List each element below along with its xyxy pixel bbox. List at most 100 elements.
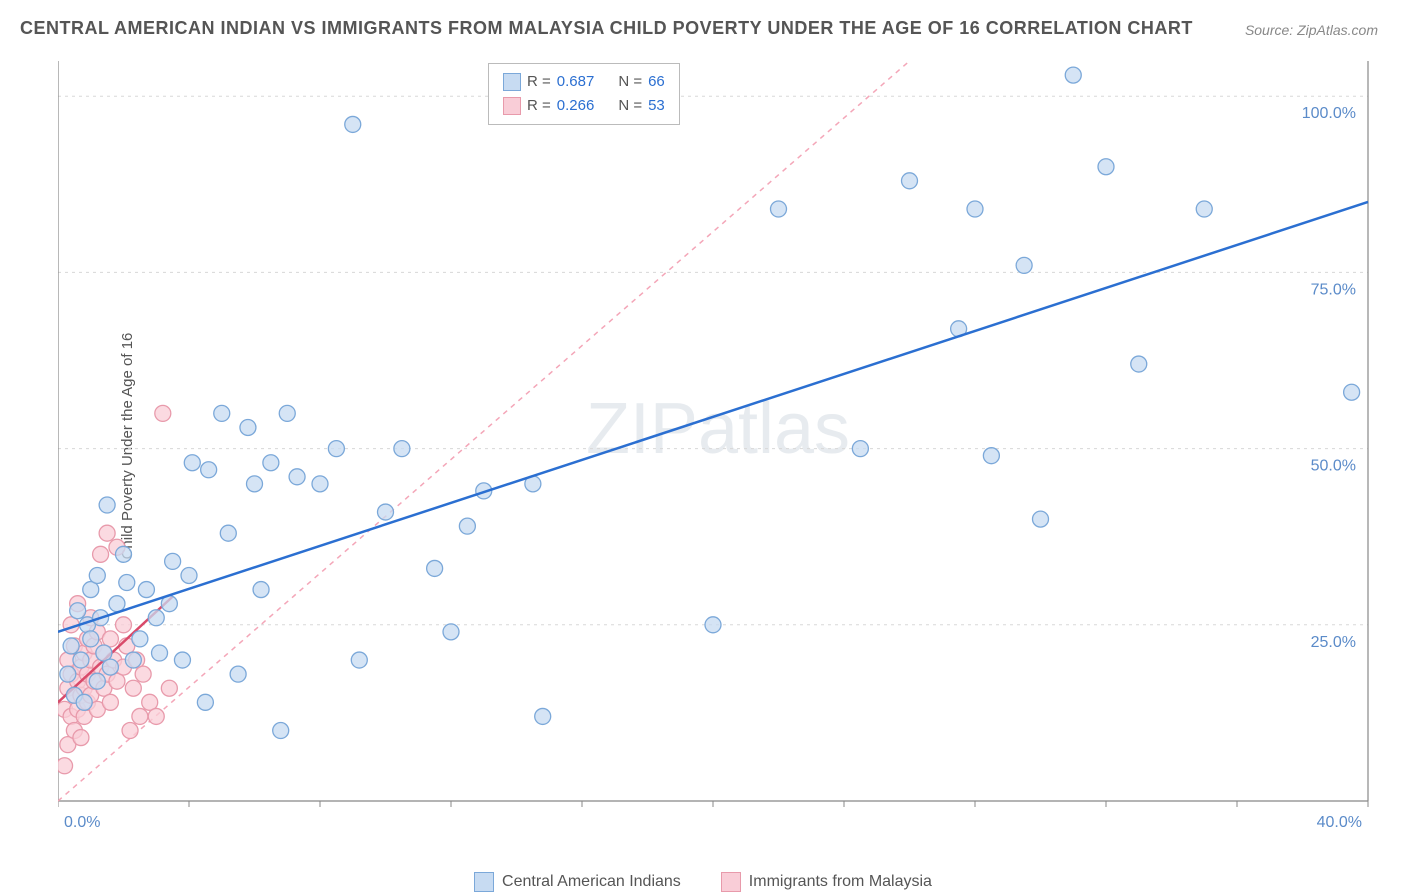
data-point — [983, 448, 999, 464]
data-point — [427, 560, 443, 576]
data-point — [132, 708, 148, 724]
data-point — [73, 730, 89, 746]
data-point — [83, 631, 99, 647]
data-point — [102, 694, 118, 710]
data-point — [89, 673, 105, 689]
data-point — [230, 666, 246, 682]
data-point — [967, 201, 983, 217]
r-value: 0.266 — [557, 94, 595, 118]
data-point — [155, 405, 171, 421]
data-point — [345, 116, 361, 132]
y-tick-label: 100.0% — [1302, 105, 1356, 122]
data-point — [93, 546, 109, 562]
data-point — [58, 758, 73, 774]
trend-line — [58, 202, 1368, 632]
r-label: R = — [527, 94, 551, 118]
data-point — [125, 652, 141, 668]
data-point — [109, 596, 125, 612]
data-point — [1033, 511, 1049, 527]
legend-item: Central American Indians — [474, 872, 681, 892]
data-point — [1344, 384, 1360, 400]
data-point — [459, 518, 475, 534]
data-point — [705, 617, 721, 633]
data-point — [240, 419, 256, 435]
data-point — [63, 638, 79, 654]
data-point — [60, 666, 76, 682]
n-value: 66 — [648, 70, 665, 94]
data-point — [152, 645, 168, 661]
data-point — [535, 708, 551, 724]
data-point — [279, 405, 295, 421]
y-tick-label: 50.0% — [1311, 458, 1356, 475]
data-point — [214, 405, 230, 421]
data-point — [351, 652, 367, 668]
data-point — [197, 694, 213, 710]
n-label: N = — [618, 94, 642, 118]
data-point — [247, 476, 263, 492]
data-point — [70, 603, 86, 619]
data-point — [852, 441, 868, 457]
data-point — [161, 680, 177, 696]
data-point — [253, 582, 269, 598]
data-point — [1098, 159, 1114, 175]
data-point — [201, 462, 217, 478]
data-point — [102, 659, 118, 675]
chart-title: CENTRAL AMERICAN INDIAN VS IMMIGRANTS FR… — [20, 18, 1193, 39]
data-point — [394, 441, 410, 457]
legend-swatch — [503, 97, 521, 115]
data-point — [1016, 257, 1032, 273]
data-point — [116, 546, 132, 562]
r-label: R = — [527, 70, 551, 94]
data-point — [148, 610, 164, 626]
legend-swatch — [721, 872, 741, 892]
legend-row: R =0.687 N =66 — [503, 70, 665, 94]
data-point — [165, 553, 181, 569]
data-point — [771, 201, 787, 217]
data-point — [148, 708, 164, 724]
data-point — [122, 723, 138, 739]
data-point — [184, 455, 200, 471]
data-point — [135, 666, 151, 682]
legend-series: Central American Indians Immigrants from … — [0, 872, 1406, 892]
n-value: 53 — [648, 94, 665, 118]
legend-swatch — [474, 872, 494, 892]
y-tick-label: 75.0% — [1311, 281, 1356, 298]
plot-container: ZIPatlas 25.0%50.0%75.0%100.0%0.0%40.0% … — [58, 55, 1378, 835]
data-point — [99, 497, 115, 513]
data-point — [902, 173, 918, 189]
legend-item: Immigrants from Malaysia — [721, 872, 932, 892]
data-point — [378, 504, 394, 520]
legend-row: R =0.266 N =53 — [503, 94, 665, 118]
data-point — [116, 617, 132, 633]
reference-line — [58, 61, 910, 801]
data-point — [125, 680, 141, 696]
data-point — [138, 582, 154, 598]
data-point — [119, 575, 135, 591]
legend-swatch — [503, 73, 521, 91]
data-point — [89, 567, 105, 583]
data-point — [73, 652, 89, 668]
legend-label: Central American Indians — [502, 873, 681, 891]
scatter-plot: 25.0% 50.0% 75.0% 100.0% 0.0% 40.0% — [58, 55, 1378, 835]
y-tick-label: 25.0% — [1311, 634, 1356, 651]
legend-correlation: R =0.687 N =66 R =0.266 N =53 — [488, 63, 680, 125]
source-label: Source: ZipAtlas.com — [1245, 22, 1378, 38]
data-point — [263, 455, 279, 471]
n-label: N = — [618, 70, 642, 94]
data-point — [76, 694, 92, 710]
data-point — [174, 652, 190, 668]
data-point — [312, 476, 328, 492]
data-point — [443, 624, 459, 640]
data-point — [220, 525, 236, 541]
legend-label: Immigrants from Malaysia — [749, 873, 932, 891]
x-min-label: 0.0% — [64, 814, 100, 831]
x-max-label: 40.0% — [1317, 814, 1362, 831]
data-point — [1065, 67, 1081, 83]
data-point — [289, 469, 305, 485]
data-point — [99, 525, 115, 541]
data-point — [132, 631, 148, 647]
data-point — [273, 723, 289, 739]
data-point — [1131, 356, 1147, 372]
data-point — [328, 441, 344, 457]
r-value: 0.687 — [557, 70, 595, 94]
